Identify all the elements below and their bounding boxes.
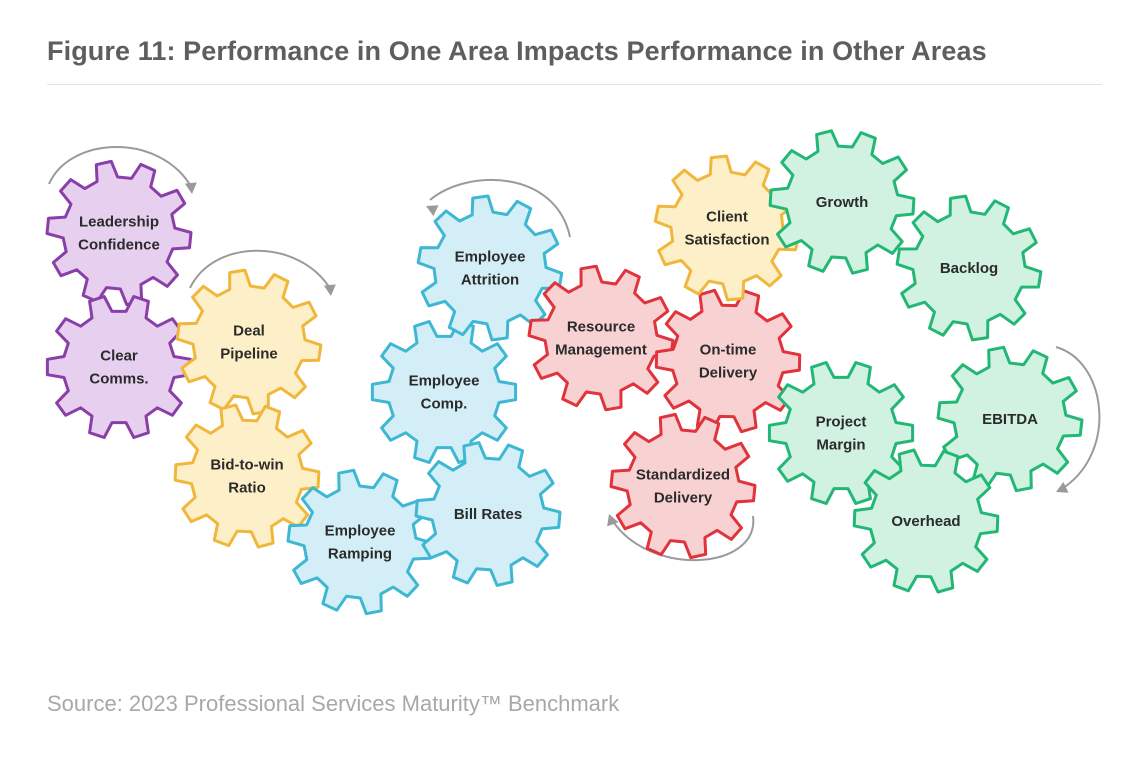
gear-label: Overhead — [891, 513, 960, 530]
gear-label: Comp. — [421, 396, 468, 413]
gear-label: Ramping — [328, 546, 392, 563]
gear-overhead: Overhead — [852, 448, 1000, 594]
gears: Leadership Confidence Clear Comms. Deal Pipel… — [45, 129, 1084, 616]
arrow-pipeline-rotation — [189, 249, 336, 296]
gear-ebitda: EBITDA — [936, 345, 1084, 493]
arrowhead — [607, 514, 619, 527]
gear-label: Pipeline — [220, 346, 278, 363]
gears-diagram: Leadership Confidence Clear Comms. Deal Pipel… — [45, 129, 1101, 616]
gear-deal-pipeline: Deal Pipeline — [175, 268, 323, 416]
gear-shape — [416, 194, 564, 342]
gear-label: Employee — [455, 249, 526, 266]
arrowhead — [426, 205, 439, 217]
gear-employee-attrition: Employee Attrition — [416, 194, 564, 342]
gear-label: Delivery — [699, 365, 758, 382]
gear-label: Margin — [816, 437, 865, 454]
gear-label: Backlog — [940, 260, 998, 277]
gear-label: Employee — [325, 523, 396, 540]
gear-bid-to-win-ratio: Bid-to-win Ratio — [173, 403, 321, 549]
arrowhead — [323, 284, 336, 296]
gear-label: Growth — [816, 194, 869, 211]
arrow-curve — [611, 515, 755, 561]
gear-shape — [653, 154, 801, 302]
gear-shape — [654, 288, 802, 434]
gear-label: Employee — [409, 373, 480, 390]
gear-shape — [414, 441, 562, 587]
rotation-arrows — [48, 146, 1101, 561]
arrow-curve — [48, 146, 193, 189]
gear-bill-rates: Bill Rates — [414, 441, 562, 587]
gear-growth: Growth — [768, 129, 916, 275]
gear-client-satisfaction: Client Satisfaction — [653, 154, 801, 302]
gear-shape — [45, 159, 193, 307]
gear-label: Satisfaction — [684, 232, 769, 249]
gear-leadership-confidence: Leadership Confidence — [45, 159, 193, 307]
gear-shape — [173, 403, 321, 549]
arrow-delivery-rotation — [607, 514, 755, 561]
gear-shape — [370, 320, 518, 464]
gear-label: Standardized — [636, 467, 730, 484]
gear-label: Clear — [100, 348, 138, 365]
arrowhead — [1056, 481, 1069, 493]
gear-resource-management: Resource Management — [527, 264, 675, 412]
gear-label: Bid-to-win — [210, 457, 283, 474]
gear-shape — [527, 264, 675, 412]
gear-standardized-delivery: Standardized Delivery — [609, 412, 757, 560]
gear-shape — [609, 412, 757, 560]
gear-employee-ramping: Employee Ramping — [286, 468, 434, 616]
gear-shape — [936, 345, 1084, 493]
gear-label: Ratio — [228, 480, 266, 497]
gear-label: Bill Rates — [454, 506, 522, 523]
gear-shape — [175, 268, 323, 416]
arrowhead — [184, 182, 197, 194]
gear-label: Attrition — [461, 272, 519, 289]
gear-label: EBITDA — [982, 411, 1038, 428]
gear-label: Confidence — [78, 237, 160, 254]
gear-shape — [852, 448, 1000, 594]
arrow-ebitda-rotation — [1055, 346, 1101, 493]
gear-label: Resource — [567, 319, 635, 336]
gear-shape — [895, 194, 1043, 342]
gear-backlog: Backlog — [895, 194, 1043, 342]
gear-shape — [286, 468, 434, 616]
title-divider — [47, 84, 1102, 85]
arrow-curve — [1055, 346, 1101, 491]
gear-employee-comp: Employee Comp. — [370, 320, 518, 464]
arrow-curve — [189, 249, 332, 291]
figure-title: Figure 11: Performance in One Area Impac… — [47, 36, 987, 66]
gear-clear-comms: Clear Comms. — [45, 295, 193, 439]
gear-label: Delivery — [654, 490, 713, 507]
gear-label: On-time — [700, 342, 757, 359]
arrow-attrition-rotation — [426, 178, 571, 238]
gear-shape — [45, 295, 193, 439]
arrow-curve — [429, 178, 571, 238]
gear-label: Client — [706, 209, 748, 226]
gear-label: Leadership — [79, 214, 159, 231]
gear-label: Deal — [233, 323, 265, 340]
gear-label: Project — [816, 414, 867, 431]
source-note: Source: 2023 Professional Services Matur… — [47, 691, 620, 716]
arrow-leadership-rotation — [48, 146, 197, 194]
gear-label: Management — [555, 342, 647, 359]
gear-shape — [768, 129, 916, 275]
gear-on-time-delivery: On-time Delivery — [654, 288, 802, 434]
gear-label: Comms. — [89, 371, 148, 388]
